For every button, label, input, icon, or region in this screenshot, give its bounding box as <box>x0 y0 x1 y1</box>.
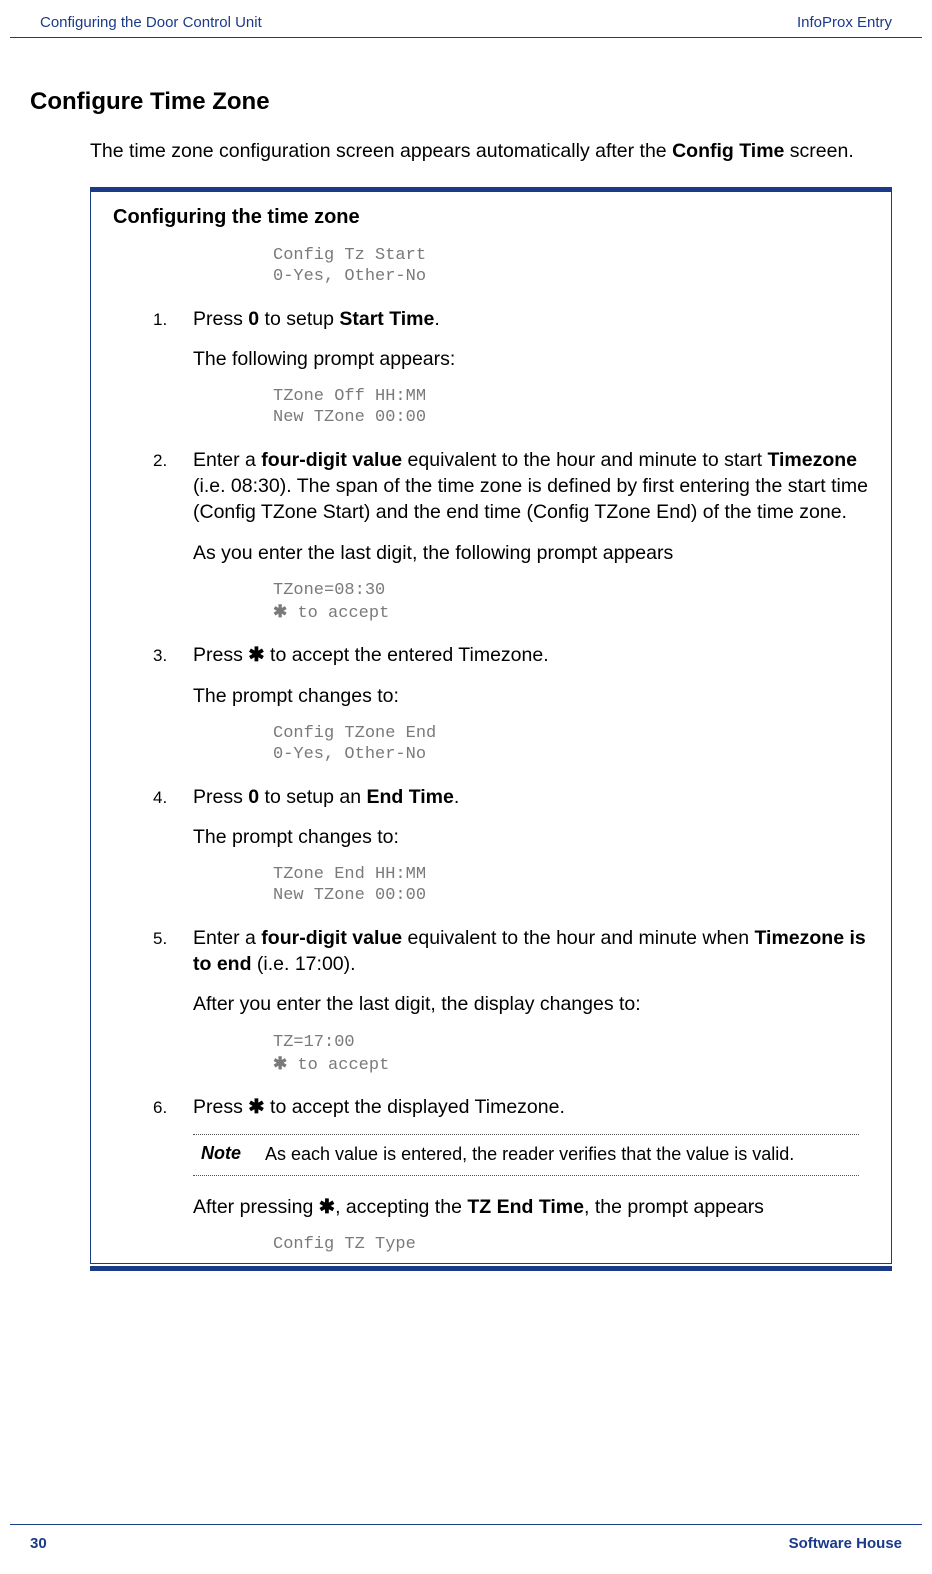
page-footer: 30 Software House <box>10 1524 922 1552</box>
step-2: 2. Enter a four-digit value equivalent t… <box>153 447 869 625</box>
footer-brand: Software House <box>789 1535 902 1552</box>
code-prompt: TZone End HH:MM New TZone 00:00 <box>273 864 869 907</box>
intro-text-post: screen. <box>784 140 853 162</box>
star-icon: ✱ <box>248 1096 264 1118</box>
step-text: Enter a four-digit value equivalent to t… <box>193 447 869 526</box>
step-text: Press 0 to setup an End Time. <box>193 784 459 810</box>
star-icon: ✱ <box>319 1196 335 1218</box>
code-prompt: TZone Off HH:MM New TZone 00:00 <box>273 386 869 429</box>
header-left: Configuring the Door Control Unit <box>40 14 262 31</box>
page-header: Configuring the Door Control Unit InfoPr… <box>10 0 922 38</box>
step-number: 2. <box>153 451 193 471</box>
note-callout: Note As each value is entered, the reade… <box>193 1134 859 1175</box>
star-icon: ✱ <box>273 602 287 621</box>
step-follow: The prompt changes to: <box>193 683 869 709</box>
step-follow: After you enter the last digit, the disp… <box>193 991 869 1017</box>
procedure-box: Configuring the time zone Config Tz Star… <box>90 187 892 1271</box>
code-prompt: Config TZ Type <box>273 1234 869 1255</box>
note-label: Note <box>201 1143 241 1166</box>
intro-text-pre: The time zone configuration screen appea… <box>90 140 672 162</box>
step-number: 5. <box>153 929 193 949</box>
step-3: 3. Press ✱ to accept the entered Timezon… <box>153 642 869 765</box>
header-right: InfoProx Entry <box>797 14 892 31</box>
code-prompt-top: Config Tz Start 0-Yes, Other-No <box>273 245 869 288</box>
step-4: 4. Press 0 to setup an End Time. The pro… <box>153 784 869 907</box>
intro-bold: Config Time <box>672 140 784 162</box>
step-number: 6. <box>153 1098 193 1118</box>
step-text: Enter a four-digit value equivalent to t… <box>193 925 869 978</box>
code-prompt: TZ=17:00 ✱ to accept <box>273 1032 869 1077</box>
step-list: 1. Press 0 to setup Start Time. The foll… <box>153 306 869 1256</box>
step-follow: As you enter the last digit, the followi… <box>193 540 869 566</box>
page-number: 30 <box>30 1535 47 1552</box>
box-title: Configuring the time zone <box>113 206 869 229</box>
section-heading: Configure Time Zone <box>30 88 902 116</box>
box-bottom-bar <box>90 1266 892 1271</box>
step-number: 4. <box>153 788 193 808</box>
step-follow: The following prompt appears: <box>193 346 869 372</box>
step-number: 1. <box>153 310 193 330</box>
code-prompt: TZone=08:30 ✱ to accept <box>273 580 869 625</box>
step-text: Press ✱ to accept the displayed Timezone… <box>193 1094 565 1120</box>
note-text: As each value is entered, the reader ver… <box>265 1143 794 1166</box>
step-text: Press ✱ to accept the entered Timezone. <box>193 642 549 668</box>
step-1: 1. Press 0 to setup Start Time. The foll… <box>153 306 869 429</box>
step-text: Press 0 to setup Start Time. <box>193 306 440 332</box>
step-6: 6. Press ✱ to accept the displayed Timez… <box>153 1094 869 1255</box>
page-content: Configure Time Zone The time zone config… <box>0 38 932 1271</box>
step-number: 3. <box>153 646 193 666</box>
star-icon: ✱ <box>248 644 264 666</box>
step-follow: After pressing ✱, accepting the TZ End T… <box>193 1194 869 1220</box>
code-prompt: Config TZone End 0-Yes, Other-No <box>273 723 869 766</box>
step-5: 5. Enter a four-digit value equivalent t… <box>153 925 869 1076</box>
step-follow: The prompt changes to: <box>193 824 869 850</box>
star-icon: ✱ <box>273 1054 287 1073</box>
intro-paragraph: The time zone configuration screen appea… <box>90 140 902 163</box>
